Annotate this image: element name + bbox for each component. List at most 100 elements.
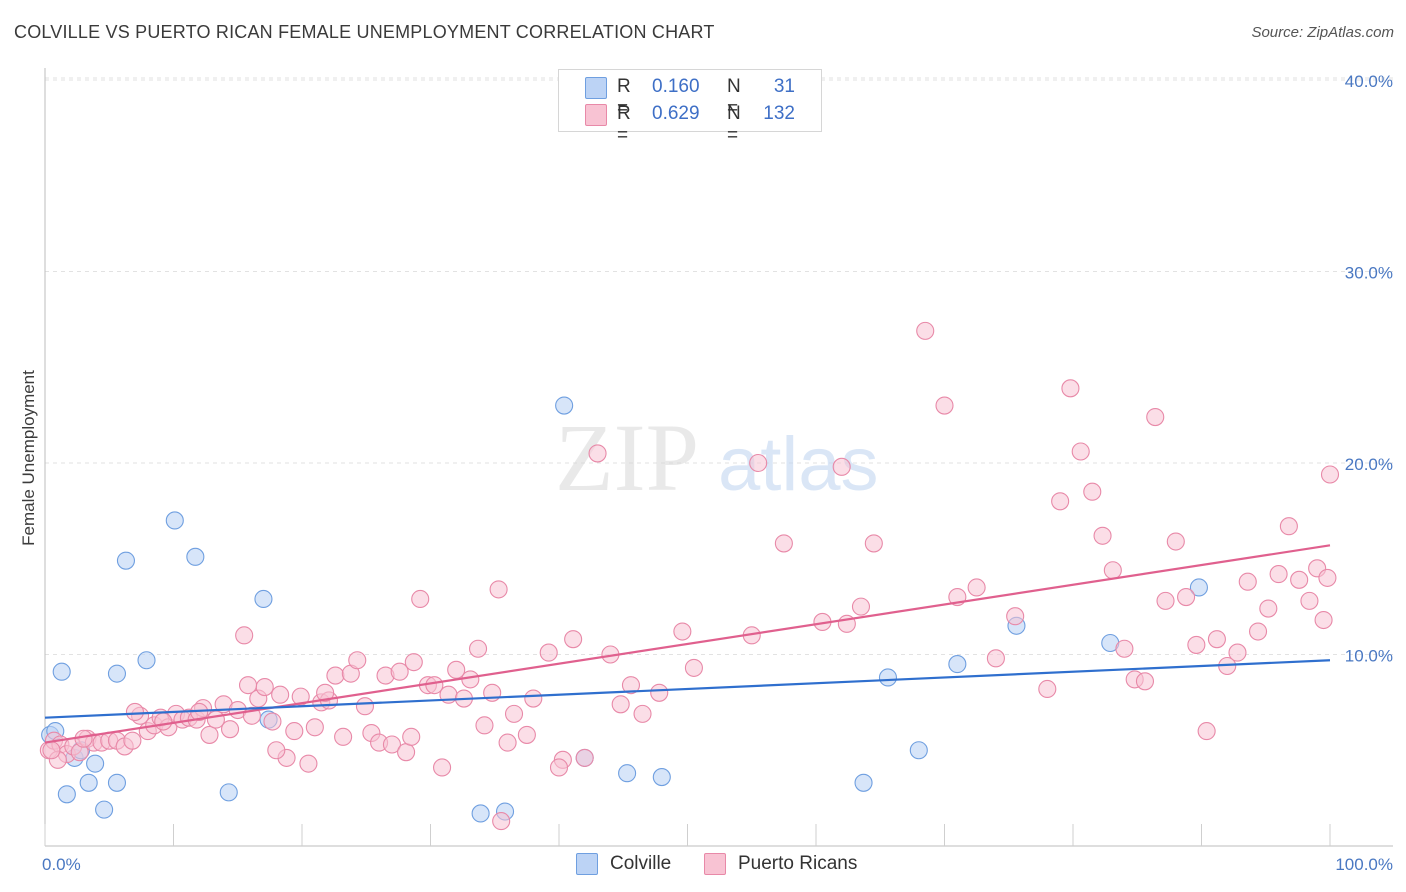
data-point-puerto-ricans: [123, 731, 142, 750]
data-point-puerto-ricans: [1083, 482, 1102, 501]
x-tick-label: 0.0%: [42, 855, 81, 874]
series-colville: [41, 396, 1208, 823]
data-point-puerto-ricans: [673, 622, 692, 641]
data-point-puerto-ricans: [468, 639, 488, 658]
data-point-puerto-ricans: [1156, 591, 1175, 610]
data-point-puerto-ricans: [1166, 532, 1185, 551]
source-label: Source: ZipAtlas.com: [1251, 24, 1394, 41]
data-point-puerto-ricans: [1197, 722, 1216, 741]
data-point-puerto-ricans: [539, 643, 558, 662]
data-point-colville: [95, 800, 114, 819]
data-point-puerto-ricans: [684, 658, 703, 677]
n-value: 132: [763, 103, 795, 124]
data-point-puerto-ricans: [390, 662, 409, 681]
zipatlas-watermark: ZIP atlas: [555, 404, 879, 511]
data-point-puerto-ricans: [549, 758, 569, 777]
y-tick-label: 10.0%: [1345, 647, 1393, 666]
data-point-puerto-ricans: [489, 580, 508, 599]
data-point-colville: [79, 773, 98, 792]
data-point-puerto-ricans: [504, 704, 524, 723]
svg-text:ZIP: ZIP: [555, 404, 699, 511]
data-point-puerto-ricans: [267, 741, 286, 760]
data-point-puerto-ricans: [1228, 643, 1247, 662]
data-point-colville: [948, 655, 967, 674]
data-point-puerto-ricans: [1146, 407, 1165, 427]
n-value: 31: [773, 76, 795, 97]
data-point-puerto-ricans: [498, 733, 517, 752]
data-point-puerto-ricans: [411, 589, 430, 609]
data-point-puerto-ricans: [851, 597, 871, 616]
data-point-colville: [652, 768, 671, 787]
data-point-puerto-ricans: [348, 651, 367, 670]
data-point-puerto-ricans: [986, 649, 1005, 668]
data-point-colville: [555, 396, 574, 415]
data-point-puerto-ricans: [575, 748, 594, 767]
data-point-puerto-ricans: [461, 670, 480, 689]
data-point-puerto-ricans: [397, 743, 416, 762]
data-point-puerto-ricans: [633, 704, 652, 723]
data-point-colville: [854, 773, 873, 792]
data-point-puerto-ricans: [1290, 570, 1309, 589]
data-point-puerto-ricans: [326, 666, 345, 685]
data-point-puerto-ricans: [864, 534, 883, 553]
puerto-ricans-swatch: [704, 853, 726, 875]
data-point-puerto-ricans: [1071, 442, 1090, 461]
data-point-puerto-ricans: [125, 702, 144, 722]
colville-swatch: [585, 77, 607, 99]
data-point-puerto-ricans: [1006, 607, 1025, 626]
data-point-puerto-ricans: [492, 812, 511, 831]
trend-line-puerto-ricans: [44, 544, 1331, 744]
data-point-puerto-ricans: [200, 725, 219, 744]
data-point-puerto-ricans: [1103, 561, 1122, 580]
data-point-puerto-ricans: [74, 729, 93, 748]
data-point-puerto-ricans: [404, 653, 423, 672]
data-point-puerto-ricans: [154, 712, 173, 731]
data-point-puerto-ricans: [238, 676, 258, 695]
colville-swatch: [576, 853, 598, 875]
trend-lines: [44, 544, 1331, 744]
data-point-puerto-ricans: [1207, 630, 1226, 649]
data-point-colville: [618, 764, 637, 783]
data-point-colville: [107, 773, 127, 792]
data-point-puerto-ricans: [42, 741, 61, 760]
data-point-puerto-ricans: [1061, 379, 1080, 398]
puerto-ricans-swatch: [585, 104, 607, 126]
colville-label: Colville: [610, 853, 672, 874]
chart-title: COLVILLE VS PUERTO RICAN FEMALE UNEMPLOY…: [14, 22, 715, 42]
y-axis-label: Female Unemployment: [19, 370, 38, 546]
data-point-puerto-ricans: [1051, 492, 1070, 511]
data-point-puerto-ricans: [255, 678, 274, 697]
data-point-puerto-ricans: [749, 453, 768, 473]
data-point-puerto-ricans: [220, 720, 240, 739]
y-tick-label: 40.0%: [1345, 72, 1393, 91]
data-point-puerto-ricans: [263, 712, 282, 731]
data-point-colville: [186, 547, 205, 566]
data-point-puerto-ricans: [1238, 572, 1257, 591]
n-label: N =: [727, 76, 741, 119]
data-point-puerto-ricans: [382, 735, 402, 754]
y-tick-label: 30.0%: [1345, 264, 1393, 283]
r-value: 0.160: [652, 76, 700, 97]
data-point-colville: [86, 754, 105, 773]
data-point-colville: [909, 741, 928, 760]
data-point-colville: [137, 651, 156, 670]
data-point-puerto-ricans: [1300, 591, 1319, 610]
data-point-puerto-ricans: [650, 683, 669, 702]
data-point-puerto-ricans: [1320, 465, 1340, 484]
x-tick-label: 100.0%: [1335, 855, 1393, 874]
data-point-puerto-ricans: [1187, 635, 1206, 654]
data-point-puerto-ricans: [271, 685, 290, 704]
data-point-puerto-ricans: [1314, 610, 1333, 630]
data-point-puerto-ricans: [447, 660, 466, 679]
data-point-colville: [116, 551, 136, 570]
data-point-puerto-ricans: [402, 727, 421, 746]
axes: [44, 68, 1393, 847]
data-point-colville: [57, 785, 76, 804]
data-point-puerto-ricans: [916, 321, 935, 340]
data-point-puerto-ricans: [774, 534, 793, 553]
n-label: N =: [727, 103, 741, 146]
data-point-puerto-ricans: [1135, 672, 1155, 691]
data-point-puerto-ricans: [285, 722, 304, 741]
puerto-ricans-label: Puerto Ricans: [738, 853, 858, 874]
